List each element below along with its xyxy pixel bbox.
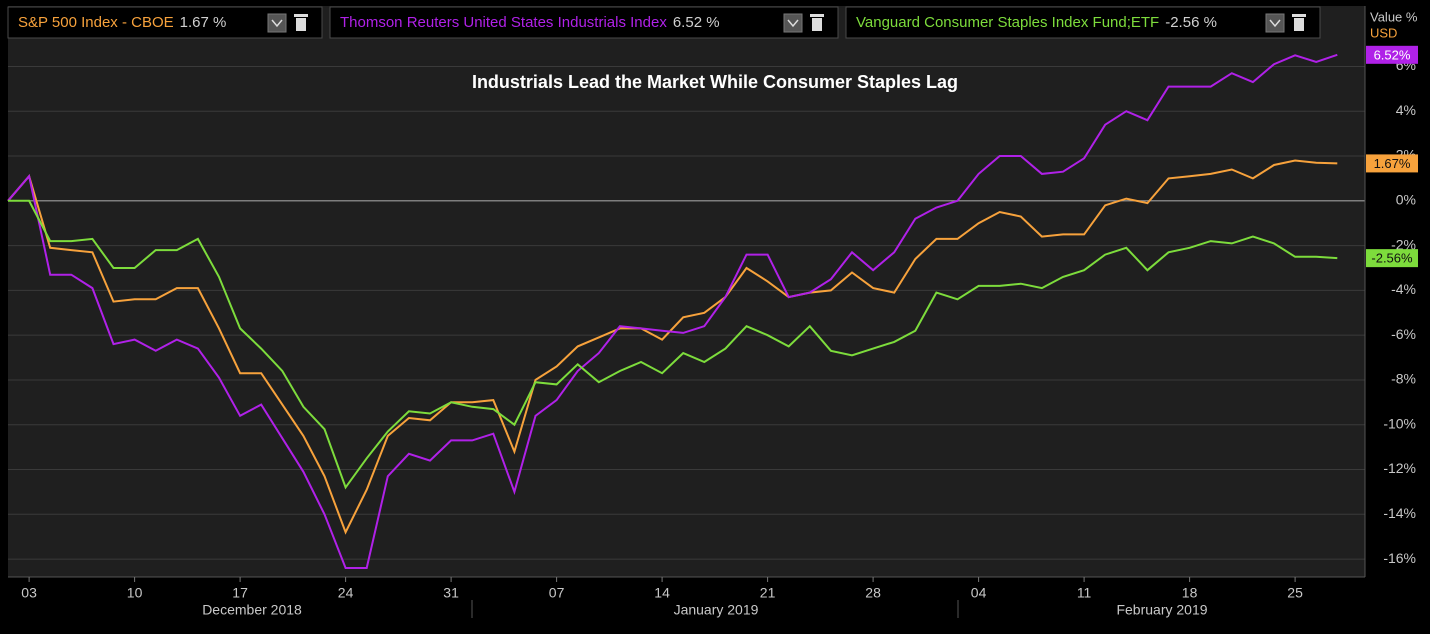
y-tick-label: -12%: [1383, 460, 1416, 476]
legend-box: [845, 6, 1321, 39]
y-tick-label: -2%: [1391, 236, 1416, 252]
dropdown-icon: [1269, 19, 1281, 28]
x-tick-label: 10: [127, 585, 143, 601]
month-label: December 2018: [202, 602, 302, 618]
y-axis-label: Value %: [1370, 9, 1418, 24]
series-line: [7, 53, 1338, 569]
x-tick-label: 18: [1182, 585, 1198, 601]
trash-lid: [810, 14, 824, 17]
series-line: [8, 199, 1338, 490]
end-tag: [1366, 154, 1418, 173]
x-tick-label: 17: [232, 585, 248, 601]
end-tag-label: 1.67%: [1374, 156, 1411, 171]
y-tick-label: -16%: [1383, 550, 1416, 566]
x-tick-label: 25: [1287, 585, 1303, 601]
legend-value: -2.56 %: [1165, 14, 1217, 31]
legend-box: [329, 6, 839, 39]
month-label: January 2019: [674, 602, 759, 618]
x-tick-label: 24: [338, 585, 354, 601]
trash-can: [1294, 18, 1304, 31]
legend-value: 1.67 %: [180, 14, 227, 31]
end-tag-label: 6.52%: [1374, 47, 1411, 62]
dropdown-button: [1265, 13, 1285, 33]
end-tag: [1366, 45, 1418, 64]
y-tick-label: -10%: [1383, 415, 1416, 431]
chart-title: Industrials Lead the Market While Consum…: [472, 72, 958, 92]
month-label: February 2019: [1116, 602, 1207, 618]
trash-can: [296, 18, 306, 31]
legend-name: S&P 500 Index - CBOE: [18, 14, 174, 31]
legend-name: Thomson Reuters United States Industrial…: [340, 14, 667, 31]
dropdown-icon: [787, 19, 799, 28]
x-tick-label: 04: [971, 585, 987, 601]
end-tag-label: -2.56%: [1371, 251, 1413, 266]
trash-can: [812, 18, 822, 31]
dropdown-icon: [271, 19, 283, 28]
grid: [8, 65, 1365, 560]
x-tick-label: 28: [865, 585, 881, 601]
dropdown-button: [783, 13, 803, 33]
series-line: [7, 159, 1338, 535]
x-tick-label: 03: [21, 585, 37, 601]
y-tick-label: -8%: [1391, 371, 1416, 387]
plot-area: [8, 6, 1365, 577]
trash-lid: [294, 14, 308, 17]
x-tick-label: 07: [549, 585, 565, 601]
x-tick-label: 14: [654, 585, 670, 601]
dropdown-button: [267, 13, 287, 33]
end-tag: [1366, 249, 1418, 268]
y-axis-unit: USD: [1370, 25, 1397, 40]
legend-name: Vanguard Consumer Staples Index Fund;ETF: [856, 14, 1159, 31]
trash-lid: [1292, 14, 1306, 17]
y-tick-label: 0%: [1396, 192, 1416, 208]
x-tick-label: 11: [1077, 585, 1092, 601]
y-tick-label: -14%: [1383, 505, 1416, 521]
y-tick-label: -4%: [1391, 281, 1416, 297]
legend-value: 6.52 %: [673, 14, 720, 31]
y-tick-label: -6%: [1391, 326, 1416, 342]
y-tick-label: 4%: [1396, 102, 1416, 118]
x-tick-label: 21: [760, 585, 776, 601]
x-tick-label: 31: [443, 585, 459, 601]
